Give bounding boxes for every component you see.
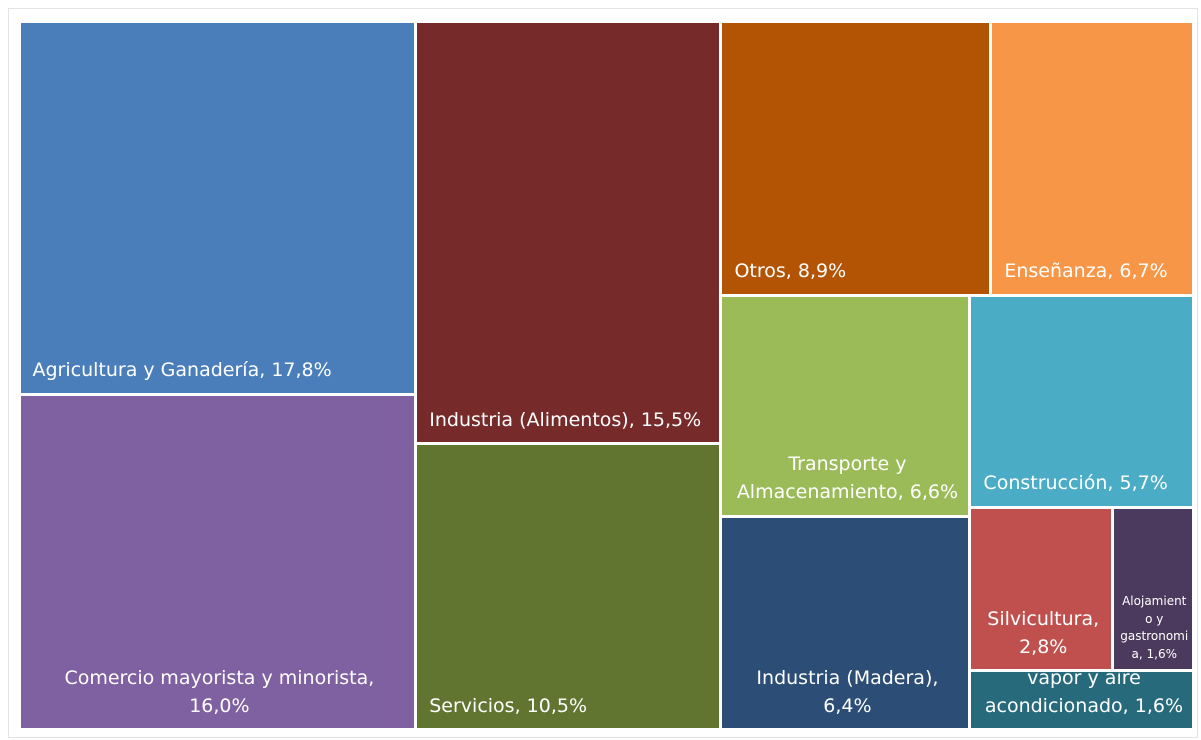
treemap-cell: Industria (Alimentos), 15,5% bbox=[417, 22, 720, 443]
value-label: 2,8% bbox=[1019, 635, 1068, 658]
category-name: Industria (Alimentos), bbox=[429, 408, 635, 431]
value-label: 10,5% bbox=[526, 694, 588, 717]
category-name: Industria (Madera), bbox=[756, 667, 939, 690]
value-label: 17,8% bbox=[271, 359, 332, 382]
category-name: Construcción, bbox=[983, 472, 1114, 495]
category-name: Suministro de Electricidad y gas- vapor … bbox=[984, 672, 1141, 717]
treemap-cell: Comercio mayorista y minorista, 16,0% bbox=[20, 395, 415, 729]
treemap-cell: Servicios, 10,5% bbox=[417, 445, 720, 729]
cell-label: Enseñanza, 6,7% bbox=[992, 258, 1175, 294]
value-label: 6,7% bbox=[1119, 260, 1168, 283]
treemap-cell: Construcción, 5,7% bbox=[971, 296, 1193, 506]
cell-label: Agricultura y Ganadería, 17,8% bbox=[21, 357, 340, 393]
category-name: Comercio mayorista y minorista, bbox=[64, 667, 375, 690]
value-label: 8,9% bbox=[797, 260, 847, 283]
category-name: Transporte y Almacenamiento, bbox=[736, 453, 907, 503]
value-label: 16,0% bbox=[189, 694, 250, 717]
treemap-cell: Enseñanza, 6,7% bbox=[992, 22, 1193, 294]
treemap-cell: Industria (Madera), 6,4% bbox=[722, 517, 969, 729]
category-name: Agricultura y Ganadería, bbox=[32, 359, 266, 382]
treemap-cell: Alojamiento y gastronomia, 1,6% bbox=[1114, 508, 1193, 670]
cell-label: Silvicultura, 2,8% bbox=[971, 606, 1111, 669]
treemap-cell: Agricultura y Ganadería, 17,8% bbox=[20, 22, 415, 393]
category-name: Enseñanza, bbox=[1004, 260, 1114, 283]
category-name: Otros, bbox=[734, 260, 792, 283]
value-label: 1,6% bbox=[1146, 646, 1178, 661]
value-label: 15,5% bbox=[640, 408, 702, 431]
treemap-cell: Otros, 8,9% bbox=[722, 22, 990, 294]
treemap-cell: Suministro de Electricidad y gas- vapor … bbox=[971, 672, 1193, 729]
cell-label: Transporte y Almacenamiento, 6,6% bbox=[722, 451, 968, 514]
cell-label: Servicios, 10,5% bbox=[417, 693, 595, 729]
category-name: Servicios, bbox=[429, 694, 521, 717]
category-name: Silvicultura, bbox=[987, 607, 1100, 630]
value-label: 6,6% bbox=[909, 481, 959, 503]
chart-frame bbox=[8, 8, 1198, 738]
cell-label: Industria (Madera), 6,4% bbox=[722, 665, 968, 728]
cell-label: Construcción, 5,7% bbox=[971, 470, 1175, 506]
value-label: 6,4% bbox=[823, 694, 872, 717]
category-name: Alojamiento y gastronomia, bbox=[1120, 594, 1189, 661]
value-label: 5,7% bbox=[1119, 472, 1168, 495]
cell-label: Otros, 8,9% bbox=[722, 258, 854, 294]
value-label: 1,6% bbox=[1134, 694, 1184, 717]
cell-label: Suministro de Electricidad y gas- vapor … bbox=[971, 672, 1192, 728]
treemap-cell: Silvicultura, 2,8% bbox=[971, 508, 1112, 670]
cell-label: Comercio mayorista y minorista, 16,0% bbox=[21, 665, 415, 728]
cell-label: Alojamiento y gastronomia, 1,6% bbox=[1114, 593, 1192, 669]
treemap-cell: Transporte y Almacenamiento, 6,6% bbox=[722, 296, 969, 515]
cell-label: Industria (Alimentos), 15,5% bbox=[417, 407, 709, 443]
